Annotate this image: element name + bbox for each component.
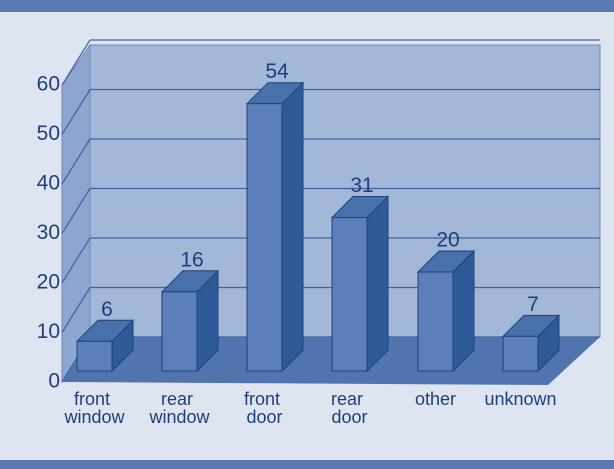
x-tick-label: other [415, 389, 456, 409]
x-tick-label: front window [63, 389, 125, 427]
x-tick-label: front door [244, 389, 285, 427]
x-tick-label: rear door [331, 389, 368, 427]
bar-side [281, 81, 304, 373]
value-label: 16 [180, 248, 203, 271]
x-tick-label: rear window [148, 389, 210, 427]
grid-line [61, 89, 91, 135]
value-label: 31 [350, 174, 373, 197]
y-tick-label: 40 [37, 172, 60, 195]
value-label: 20 [436, 229, 459, 252]
grid-line [61, 237, 91, 284]
grid-line [61, 188, 91, 234]
bar [502, 335, 539, 372]
x-tick-label: unknown [484, 389, 556, 409]
y-tick-label: 30 [37, 221, 60, 244]
top-band [0, 0, 614, 12]
bar [417, 271, 454, 372]
y-tick-label: 50 [37, 122, 60, 145]
bar [76, 340, 113, 372]
value-label: 7 [527, 293, 539, 316]
grid-line [61, 138, 91, 185]
y-tick-label: 20 [37, 271, 60, 294]
grid-line [61, 39, 91, 86]
grid-line [61, 287, 91, 333]
y-tick-label: 60 [37, 73, 60, 96]
value-label: 6 [101, 298, 113, 321]
bar [246, 103, 283, 372]
bottom-band [0, 460, 614, 469]
bar [331, 217, 368, 372]
y-tick-label: 0 [48, 370, 60, 393]
bar-side [366, 195, 389, 373]
value-label: 54 [265, 60, 289, 83]
y-tick-label: 10 [37, 320, 60, 343]
bar [161, 291, 198, 372]
